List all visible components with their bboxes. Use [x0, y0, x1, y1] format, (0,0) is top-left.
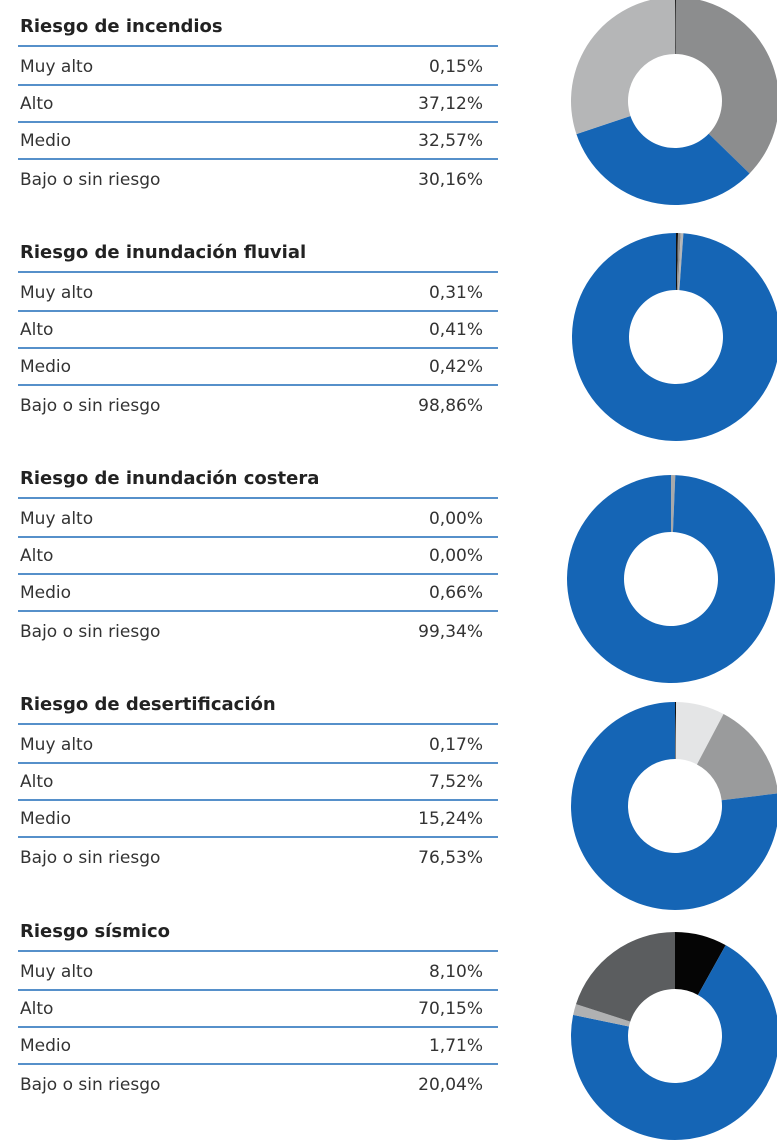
row-value: 0,66% [429, 583, 483, 603]
row-label: Alto [20, 94, 53, 114]
row-label: Bajo o sin riesgo [20, 396, 160, 416]
donut-segment [675, 0, 777, 174]
section-title: Riesgo de desertificación [20, 694, 276, 715]
donut-segment [571, 702, 777, 910]
row-value: 0,00% [429, 546, 483, 566]
donut-segment [576, 932, 675, 1022]
row-value: 20,04% [418, 1075, 483, 1095]
donut-segment [671, 475, 676, 533]
row-label: Muy alto [20, 57, 93, 77]
row-value: 0,31% [429, 283, 483, 303]
row-label: Bajo o sin riesgo [20, 1075, 160, 1095]
row-value: 0,42% [429, 357, 483, 377]
row-value: 15,24% [418, 809, 483, 829]
row-value: 30,16% [418, 170, 483, 190]
row-value: 37,12% [418, 94, 483, 114]
row-value: 0,00% [429, 509, 483, 529]
row-value: 99,34% [418, 622, 483, 642]
row-label: Medio [20, 357, 71, 377]
row-label: Bajo o sin riesgo [20, 170, 160, 190]
row-value: 98,86% [418, 396, 483, 416]
donut-segment [576, 115, 750, 205]
donut-segment [675, 702, 724, 765]
donut-segment [571, 945, 777, 1140]
row-label: Medio [20, 131, 71, 151]
section-title: Riesgo sísmico [20, 921, 170, 942]
section-title: Riesgo de inundación fluvial [20, 242, 306, 263]
row-label: Medio [20, 1036, 71, 1056]
row-label: Medio [20, 809, 71, 829]
row-value: 70,15% [418, 999, 483, 1019]
donut-segment [566, 475, 775, 684]
row-label: Alto [20, 999, 53, 1019]
donut-segment [696, 714, 777, 801]
donut-segment [572, 233, 777, 441]
row-value: 0,41% [429, 320, 483, 340]
row-label: Alto [20, 546, 53, 566]
row-value: 8,10% [429, 962, 483, 982]
row-label: Bajo o sin riesgo [20, 622, 160, 642]
donut-segment [675, 932, 726, 995]
row-label: Muy alto [20, 962, 93, 982]
row-label: Alto [20, 772, 53, 792]
row-value: 1,71% [429, 1036, 483, 1056]
row-value: 0,17% [429, 735, 483, 755]
row-label: Medio [20, 583, 71, 603]
donut-segment [571, 0, 675, 135]
row-label: Muy alto [20, 735, 93, 755]
row-value: 76,53% [418, 848, 483, 868]
row-label: Alto [20, 320, 53, 340]
row-label: Muy alto [20, 509, 93, 529]
section-title: Riesgo de incendios [20, 16, 223, 37]
row-value: 0,15% [429, 57, 483, 77]
donut-segment [678, 233, 684, 291]
row-label: Muy alto [20, 283, 93, 303]
section-title: Riesgo de inundación costera [20, 468, 319, 489]
donut-segment [675, 0, 676, 55]
donut-segment [573, 1004, 631, 1027]
donut-segment [676, 233, 679, 291]
donut-segment [675, 702, 677, 760]
row-label: Bajo o sin riesgo [20, 848, 160, 868]
row-value: 7,52% [429, 772, 483, 792]
row-value: 32,57% [418, 131, 483, 151]
donut-segment [676, 233, 681, 291]
